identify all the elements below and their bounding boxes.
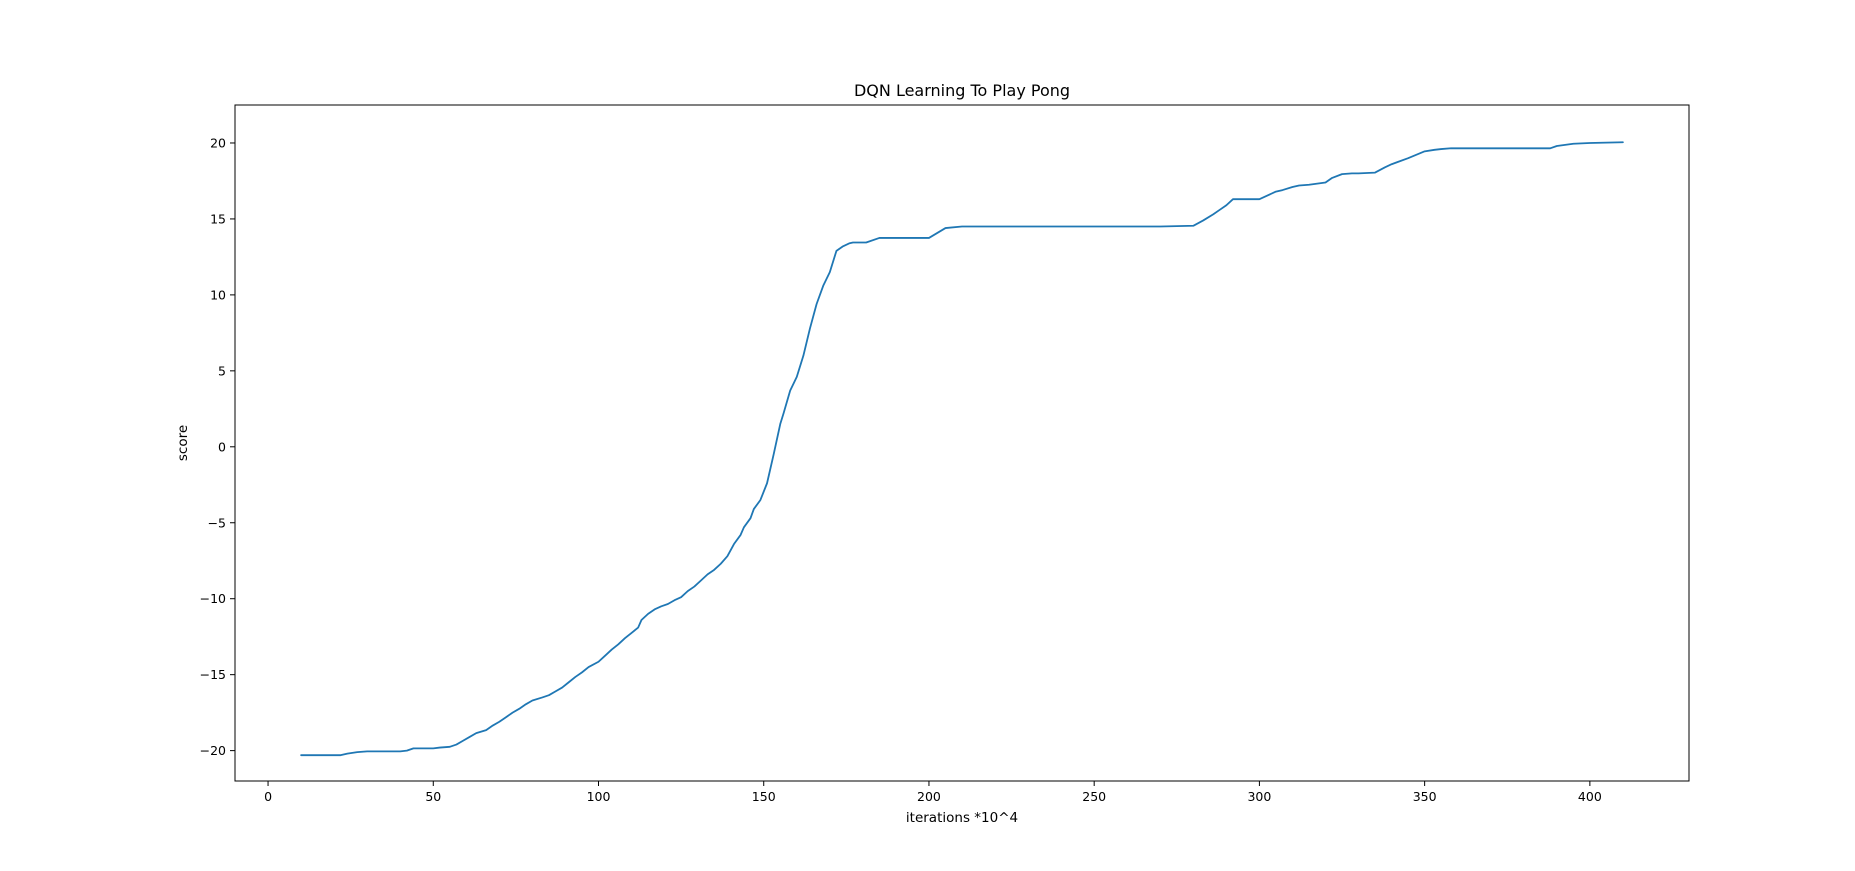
y-axis-label: score bbox=[175, 425, 191, 461]
x-axis-label: iterations *10^4 bbox=[906, 810, 1018, 826]
x-axis-ticks: 0 50 100 150 200 250 300 350 400 bbox=[264, 781, 1602, 804]
y-axis-ticks: −20 −15 −10 −5 0 5 10 15 20 bbox=[200, 135, 235, 758]
y-tick-label: −5 bbox=[208, 515, 226, 530]
plot-area-frame bbox=[234, 104, 1690, 782]
x-tick-label: 250 bbox=[1082, 789, 1106, 804]
x-tick-label: 200 bbox=[917, 789, 941, 804]
x-tick-label: 50 bbox=[425, 789, 441, 804]
x-tick-label: 400 bbox=[1578, 789, 1602, 804]
x-tick-label: 300 bbox=[1247, 789, 1271, 804]
y-tick-label: 5 bbox=[218, 363, 226, 378]
y-tick-label: 0 bbox=[218, 439, 226, 454]
x-tick-label: 150 bbox=[752, 789, 776, 804]
y-tick-label: 15 bbox=[210, 211, 226, 226]
y-tick-label: −20 bbox=[200, 743, 226, 758]
y-tick-label: 10 bbox=[210, 287, 226, 302]
series-line bbox=[300, 141, 1624, 757]
x-tick-label: 350 bbox=[1413, 789, 1437, 804]
y-tick-label: −15 bbox=[200, 667, 226, 682]
y-tick-label: −10 bbox=[200, 591, 226, 606]
x-tick-label: 100 bbox=[587, 789, 611, 804]
x-tick-label: 0 bbox=[264, 789, 272, 804]
y-tick-label: 20 bbox=[210, 135, 226, 150]
chart-title: DQN Learning To Play Pong bbox=[854, 81, 1070, 100]
